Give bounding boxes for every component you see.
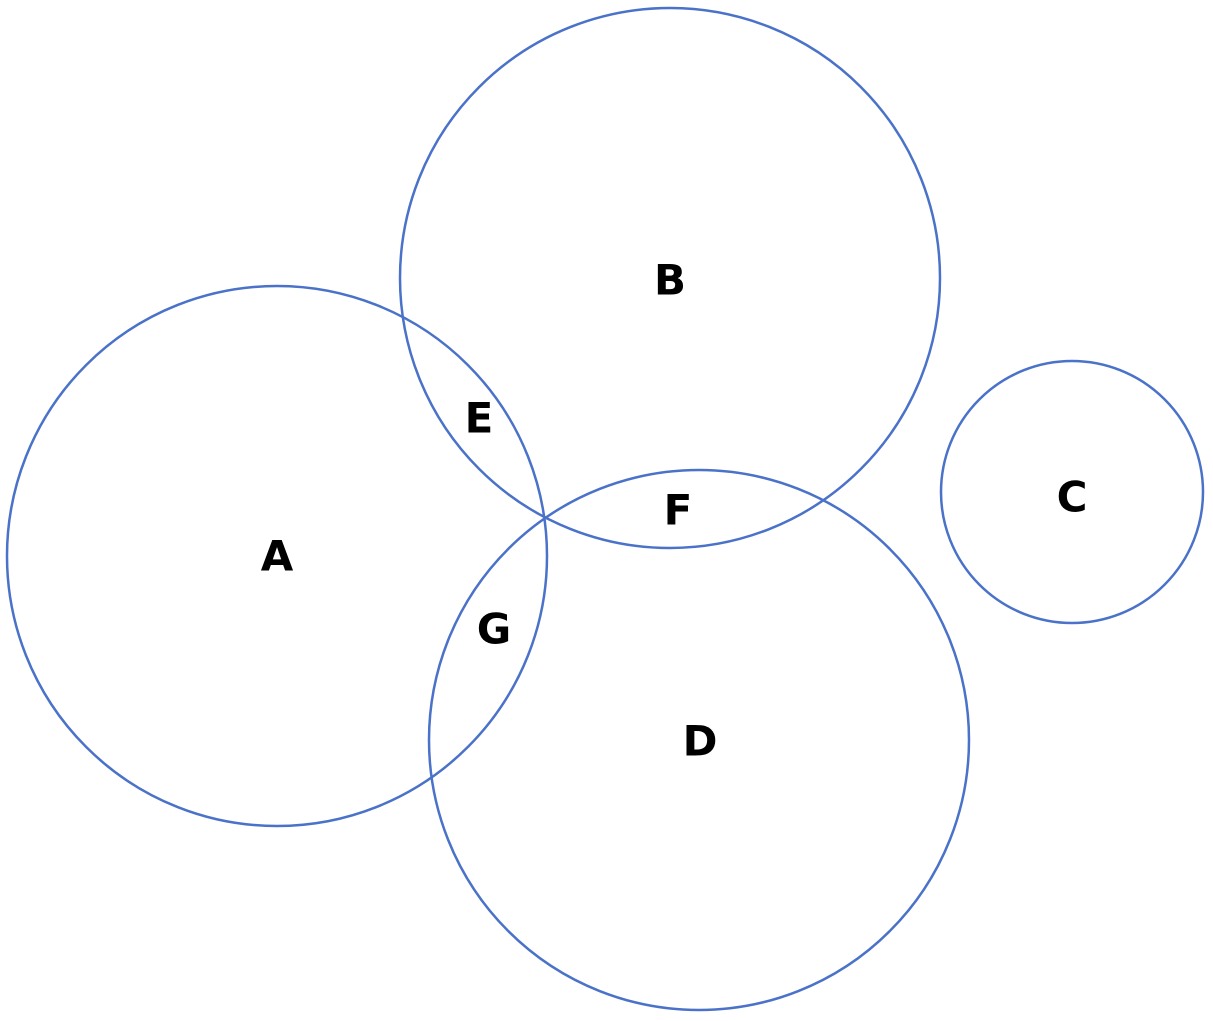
circle-b xyxy=(398,6,942,550)
label-f: F xyxy=(664,486,693,535)
label-c: C xyxy=(1057,473,1088,522)
labels: A B C D E F G xyxy=(261,256,1088,766)
label-e: E xyxy=(465,394,494,443)
circle-c xyxy=(939,359,1205,625)
label-d: D xyxy=(683,717,718,766)
circle-d xyxy=(427,468,971,1012)
label-a: A xyxy=(261,532,294,581)
label-b: B xyxy=(654,256,686,305)
circle-a xyxy=(5,284,549,828)
label-g: G xyxy=(477,605,511,654)
circles xyxy=(5,6,1205,1012)
